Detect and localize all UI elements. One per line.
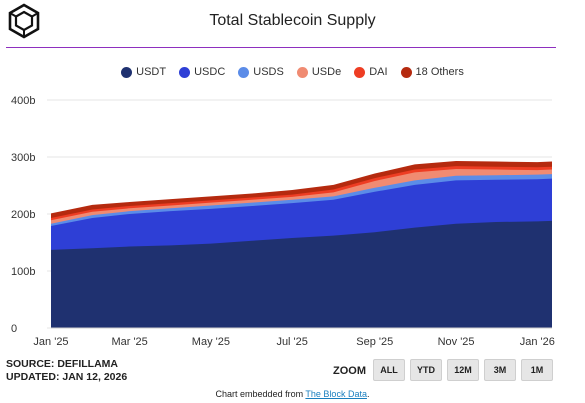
legend-label: USDT	[136, 66, 167, 78]
embed-prefix: Chart embedded from	[215, 389, 306, 399]
chart-title: Total Stablecoin Supply	[209, 12, 376, 29]
x-tick-label: May '25	[192, 336, 230, 348]
legend-label: USDS	[253, 66, 284, 78]
x-tick-label: Jul '25	[276, 336, 307, 348]
zoom-3m-button[interactable]: 3M	[484, 359, 516, 381]
x-tick-label: Sep '25	[356, 336, 393, 348]
legend-item-others[interactable]: 18 Others	[400, 66, 464, 78]
y-tick-label: 0	[11, 323, 17, 335]
legend-swatch	[400, 66, 412, 78]
zoom-ytd-button[interactable]: YTD	[410, 359, 442, 381]
source-note: SOURCE: DEFILLAMA UPDATED: JAN 12, 2026	[6, 358, 127, 384]
legend-item-usds[interactable]: USDS	[238, 66, 284, 78]
x-tick-label: Mar '25	[111, 336, 147, 348]
zoom-12m-button[interactable]: 12M	[447, 359, 479, 381]
x-tick-label: Nov '25	[438, 336, 475, 348]
legend-label: USDe	[311, 66, 342, 78]
the-block-logo-icon	[8, 3, 40, 39]
legend-item-dai[interactable]: DAI	[354, 66, 388, 78]
title-divider	[6, 47, 556, 48]
chart-legend: USDT USDC USDS USDe DAI 18 Others	[0, 66, 585, 78]
legend-item-usdt[interactable]: USDT	[121, 66, 166, 78]
legend-swatch	[238, 66, 250, 78]
zoom-all-button[interactable]: ALL	[373, 359, 405, 381]
y-tick-label: 200b	[11, 209, 35, 221]
embed-suffix: .	[366, 389, 370, 399]
x-tick-label: Jan '25	[33, 336, 68, 348]
source-line: SOURCE: DEFILLAMA	[6, 358, 118, 370]
zoom-1m-button[interactable]: 1M	[521, 359, 553, 381]
legend-swatch	[121, 66, 133, 78]
zoom-label: ZOOM	[333, 365, 366, 377]
legend-item-usde[interactable]: USDe	[296, 66, 342, 78]
x-tick-label: Jan '26	[520, 336, 555, 348]
updated-line: UPDATED: JAN 12, 2026	[6, 371, 128, 383]
legend-item-usdc[interactable]: USDC	[179, 66, 225, 78]
legend-swatch	[179, 66, 191, 78]
y-tick-label: 300b	[11, 152, 35, 164]
the-block-data-link[interactable]: The Block Data	[305, 389, 367, 399]
area-series-usdt[interactable]	[51, 220, 552, 328]
legend-swatch	[354, 66, 366, 78]
legend-label: DAI	[369, 66, 388, 78]
legend-label: 18 Others	[415, 66, 464, 78]
legend-label: USDC	[194, 66, 226, 78]
legend-swatch	[296, 66, 308, 78]
embed-note: Chart embedded from The Block Data.	[0, 389, 585, 399]
y-tick-label: 400b	[11, 95, 35, 107]
y-tick-label: 100b	[11, 266, 35, 278]
